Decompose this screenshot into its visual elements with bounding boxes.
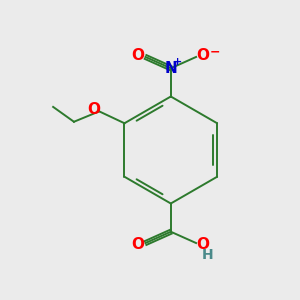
Text: O: O — [88, 102, 101, 117]
Text: +: + — [173, 57, 182, 67]
Text: O: O — [131, 48, 144, 63]
Text: O: O — [196, 48, 209, 63]
Text: O: O — [196, 237, 209, 252]
Text: O: O — [131, 237, 144, 252]
Text: −: − — [210, 45, 220, 58]
Text: H: H — [202, 248, 213, 262]
Text: N: N — [164, 61, 177, 76]
